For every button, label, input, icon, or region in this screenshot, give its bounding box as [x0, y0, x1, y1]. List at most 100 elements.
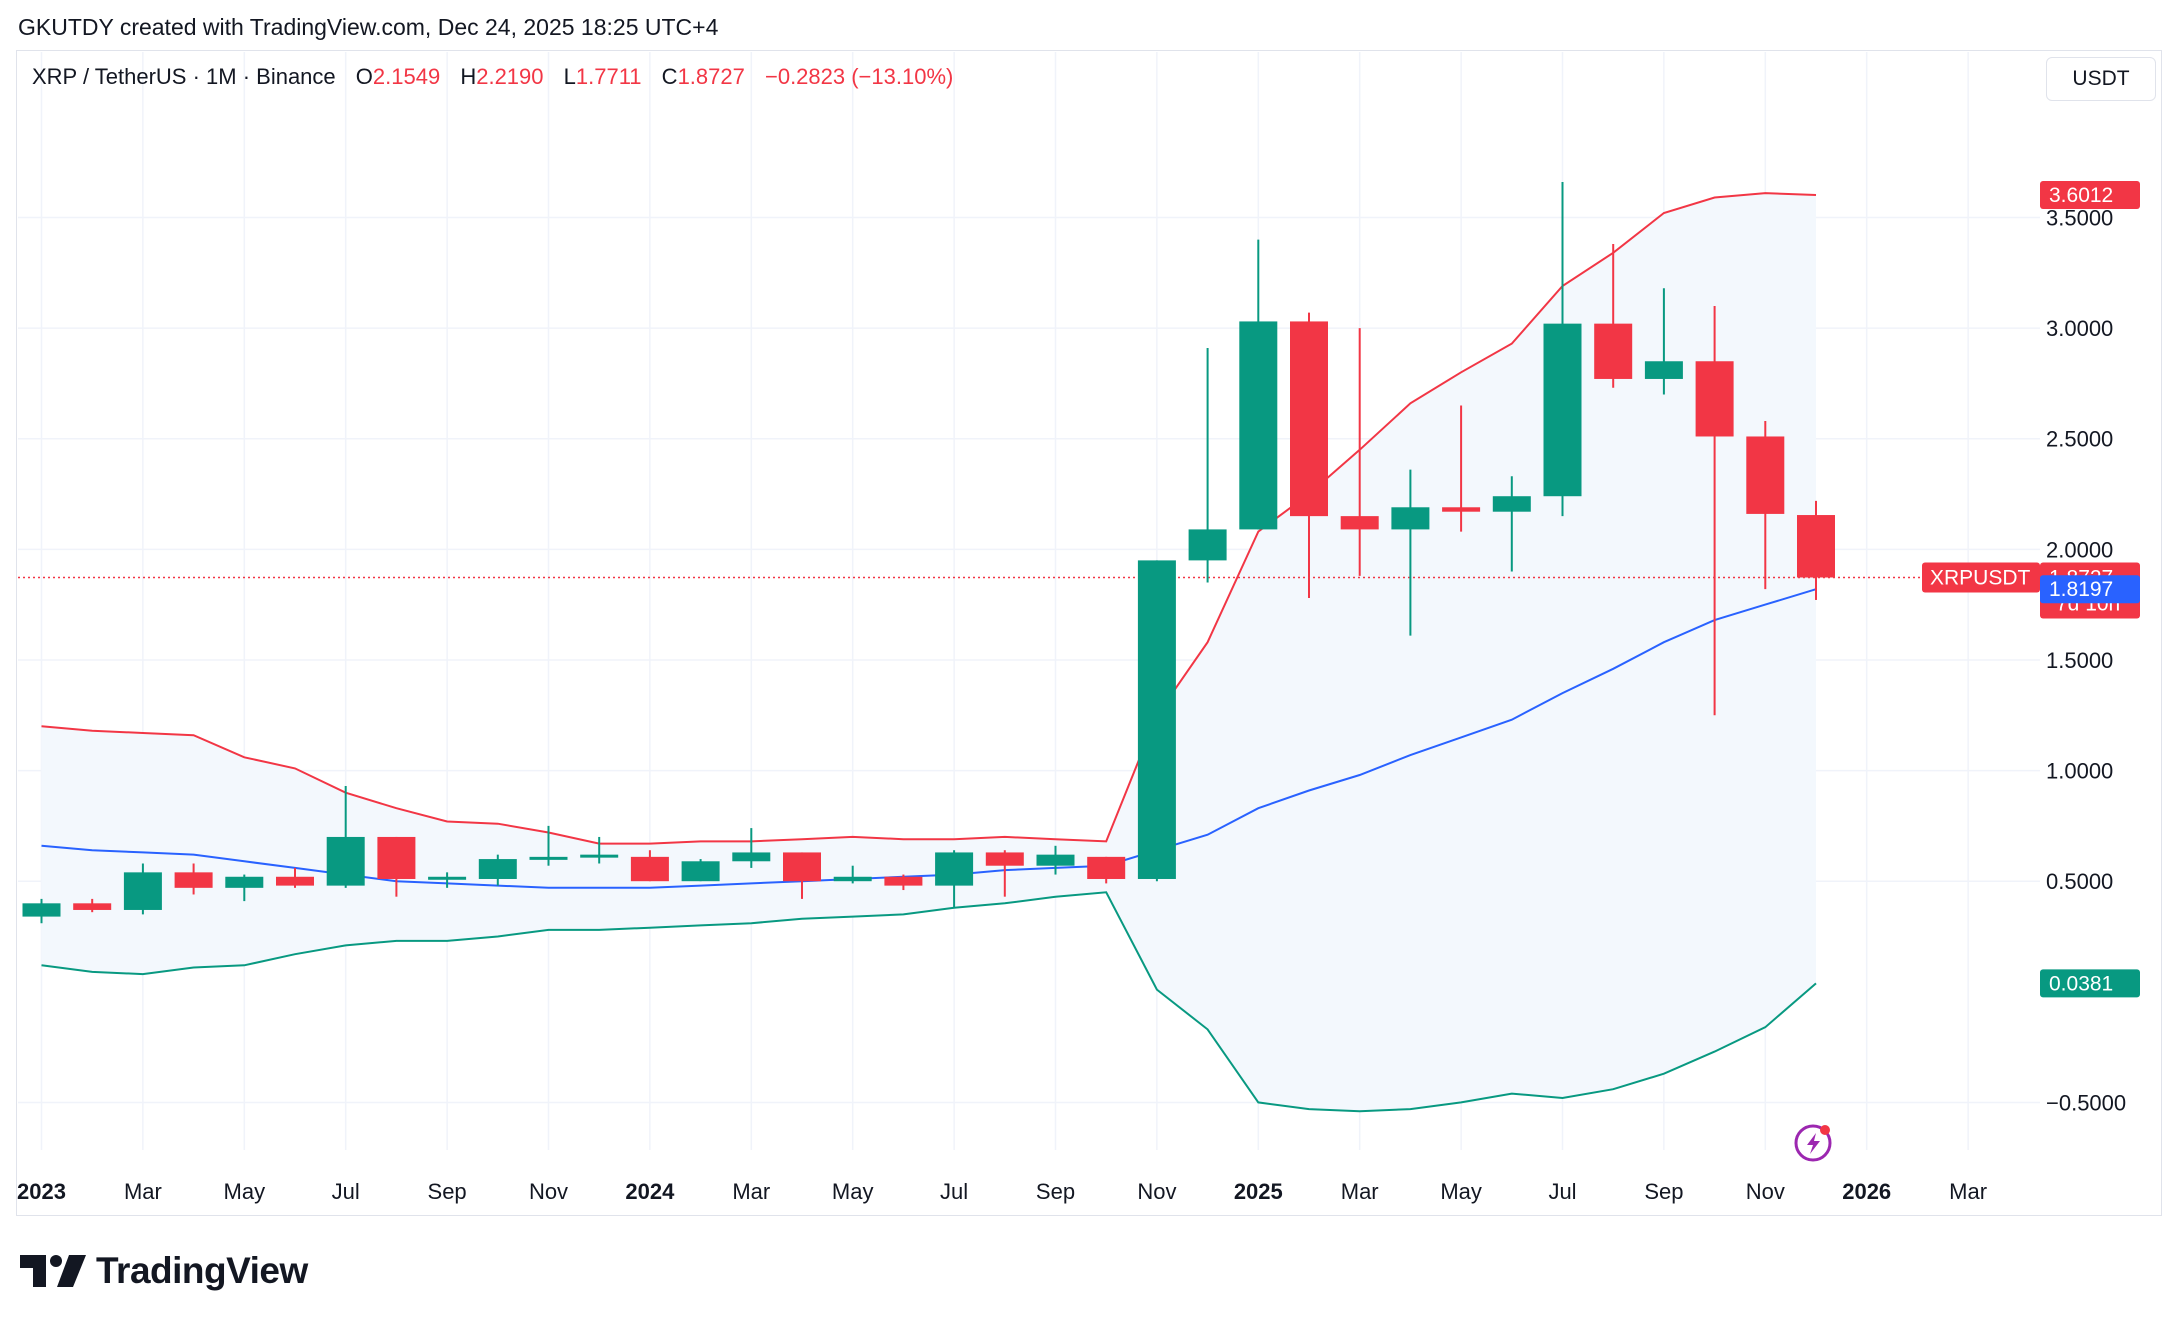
candle-body — [529, 856, 568, 860]
ohlc-legend: XRP / TetherUS · 1M · Binance O2.1549 H2… — [32, 64, 953, 90]
y-axis: 3.5000 3.0000 2.5000 2.0000 1.5000 1.0000 0.50… — [2046, 205, 2126, 1115]
candle-body — [1746, 436, 1785, 514]
y-tick-label: 0.5000 — [2046, 869, 2113, 894]
candle-body — [580, 854, 619, 858]
candle[interactable] — [123, 863, 162, 915]
candle-body — [1188, 529, 1227, 561]
x-tick-label: 2026 — [1842, 1179, 1891, 1204]
candle-body — [478, 859, 517, 879]
middle-band-badge: 1.8197 — [2040, 575, 2140, 604]
y-tick-label: 1.5000 — [2046, 648, 2113, 673]
x-tick-label: Jul — [1548, 1179, 1576, 1204]
candle[interactable] — [1492, 476, 1531, 572]
candle-body — [377, 836, 416, 879]
candle[interactable] — [1644, 288, 1683, 395]
svg-text:3.6012: 3.6012 — [2049, 184, 2113, 207]
candle[interactable] — [1695, 305, 1734, 716]
candle[interactable] — [377, 836, 416, 897]
x-tick-label: 2024 — [625, 1179, 675, 1204]
y-tick-label: −0.5000 — [2046, 1090, 2126, 1115]
candle-body — [1239, 321, 1278, 530]
y-tick-label: 2.5000 — [2046, 427, 2113, 452]
candle[interactable] — [478, 854, 517, 886]
candle[interactable] — [1087, 856, 1126, 884]
y-tick-label: 2.0000 — [2046, 537, 2113, 562]
candle[interactable] — [174, 863, 213, 895]
high-label: H — [460, 64, 477, 89]
x-tick-label: Nov — [1137, 1179, 1176, 1204]
candle[interactable] — [580, 836, 619, 864]
candle[interactable] — [1594, 243, 1633, 388]
candle-body — [22, 903, 61, 917]
currency-button[interactable]: USDT — [2046, 57, 2156, 101]
x-axis: 2023 Mar May Jul Sep Nov 2024 Mar May Jul Sep Nov 20… — [17, 1179, 1987, 1204]
x-tick-label: Mar — [1341, 1179, 1379, 1204]
candle[interactable] — [630, 850, 669, 882]
candle-body — [73, 903, 112, 910]
candle[interactable] — [783, 852, 821, 899]
candle[interactable] — [1797, 500, 1835, 600]
candle[interactable] — [1391, 469, 1430, 636]
candle-body — [428, 876, 467, 880]
candle[interactable] — [276, 867, 314, 888]
candle-body — [1543, 323, 1582, 497]
tradingview-logo[interactable]: TradingView — [20, 1250, 308, 1292]
candle[interactable] — [1746, 420, 1785, 590]
svg-text:XRPUSDT: XRPUSDT — [1930, 566, 2031, 589]
candle-body — [1137, 560, 1176, 879]
x-tick-label: 2023 — [17, 1179, 66, 1204]
candle[interactable] — [225, 874, 264, 902]
y-tick-label: 3.0000 — [2046, 316, 2113, 341]
candle-body — [276, 876, 314, 886]
candle-body — [681, 861, 720, 882]
candle-body — [1087, 856, 1126, 879]
candle[interactable] — [1442, 405, 1481, 532]
x-tick-label: Mar — [124, 1179, 162, 1204]
chart-area[interactable] — [16, 50, 2162, 1216]
candle[interactable] — [1340, 328, 1379, 576]
low-label: L — [563, 64, 576, 89]
candles — [22, 182, 1835, 924]
lightning-icon[interactable] — [1794, 1124, 1832, 1162]
candle-body — [225, 876, 264, 888]
candle[interactable] — [1188, 347, 1227, 583]
candle[interactable] — [1543, 182, 1582, 517]
candle[interactable] — [1036, 845, 1075, 875]
x-tick-label: Nov — [1746, 1179, 1785, 1204]
candle[interactable] — [1239, 239, 1278, 530]
candle-body — [1290, 321, 1328, 517]
candle[interactable] — [1137, 560, 1176, 882]
x-tick-label: Sep — [1036, 1179, 1075, 1204]
x-tick-label: Jul — [332, 1179, 360, 1204]
svg-text:0.0381: 0.0381 — [2049, 972, 2113, 995]
candle-body — [123, 872, 162, 910]
candle-body — [732, 852, 771, 862]
candle[interactable] — [326, 786, 365, 888]
open-label: O — [355, 64, 373, 89]
lower-band-badge: 0.0381 — [2040, 969, 2140, 998]
candle[interactable] — [529, 825, 568, 866]
candle-body — [884, 876, 923, 886]
candle[interactable] — [22, 898, 61, 924]
symbol-tag-badge: XRPUSDT — [1922, 562, 2040, 593]
candle-body — [1644, 361, 1683, 379]
candle[interactable] — [935, 850, 974, 908]
candle[interactable] — [732, 828, 771, 868]
y-tick-label: 1.0000 — [2046, 759, 2113, 784]
x-tick-label: Sep — [1644, 1179, 1683, 1204]
candle-body — [935, 852, 974, 886]
candle[interactable] — [884, 874, 923, 891]
candle[interactable] — [681, 859, 720, 882]
candle[interactable] — [833, 865, 872, 884]
candle[interactable] — [1290, 312, 1328, 598]
y-tick-label: 3.5000 — [2046, 205, 2113, 230]
candle[interactable] — [73, 898, 112, 913]
tradingview-logo-icon — [20, 1255, 86, 1287]
candle[interactable] — [428, 872, 467, 888]
candle-body — [1391, 507, 1430, 530]
candle-body — [1594, 323, 1633, 379]
candle-body — [1036, 854, 1075, 866]
candle[interactable] — [985, 850, 1024, 897]
high-value: 2.2190 — [476, 64, 544, 89]
